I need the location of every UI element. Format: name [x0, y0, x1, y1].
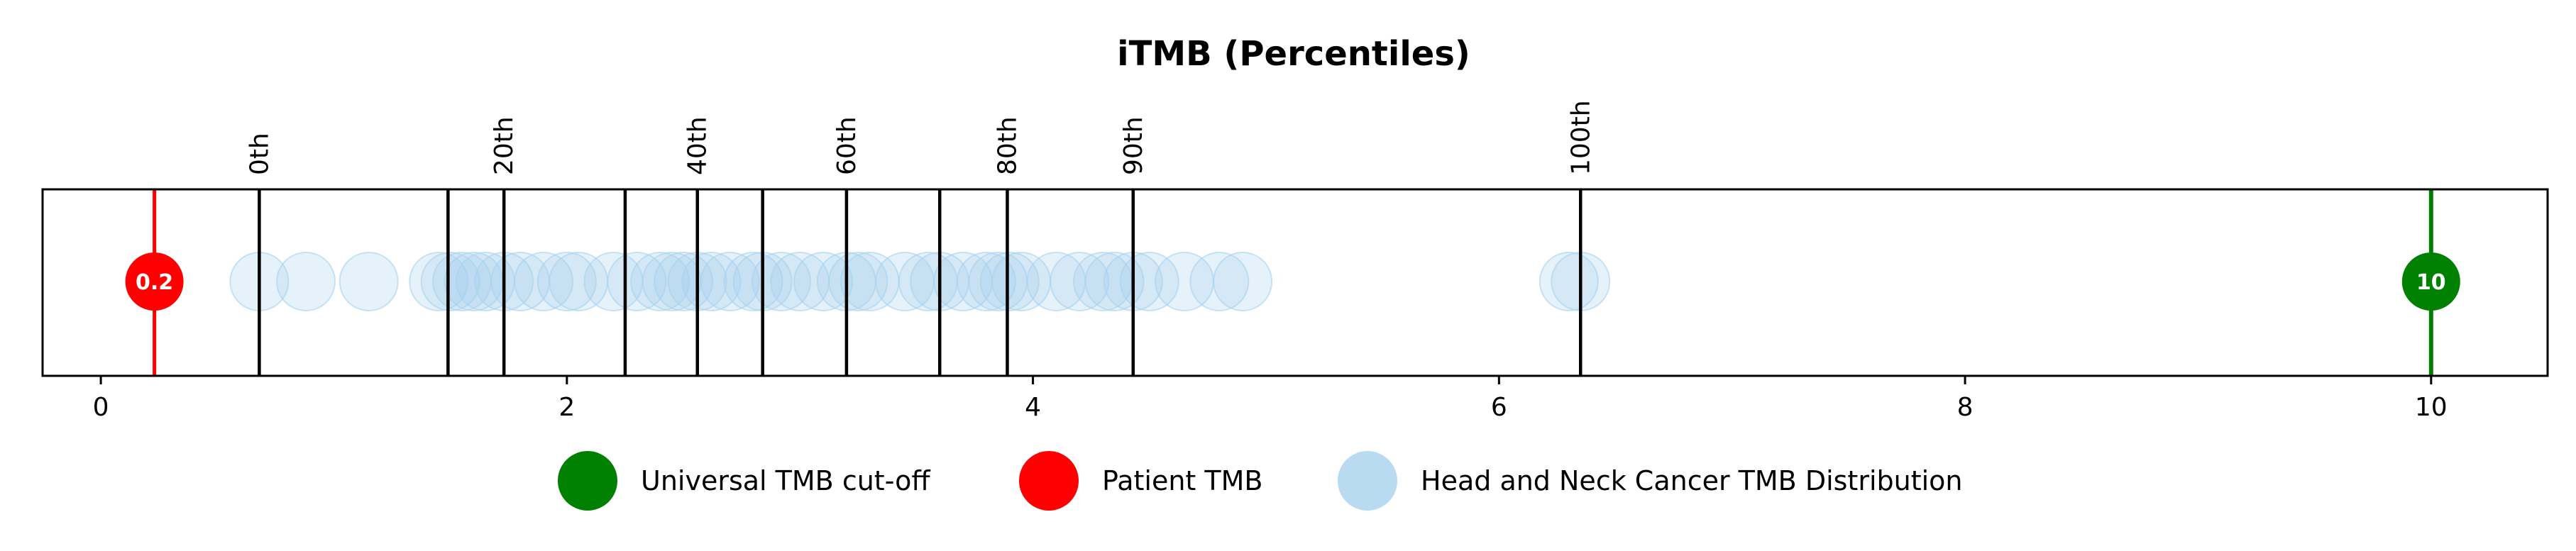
distribution-point — [1213, 252, 1273, 311]
distribution-point — [956, 252, 1016, 311]
x-tick-label: 6 — [1491, 393, 1507, 422]
distribution-point — [514, 252, 573, 311]
percentile-label: 80th — [993, 116, 1022, 175]
plot-frame — [41, 188, 2549, 377]
distribution-point — [1189, 252, 1250, 311]
x-tick-label: 4 — [1025, 393, 1041, 422]
distribution-point — [338, 252, 399, 311]
distribution-point — [1119, 252, 1179, 311]
percentile-label: 20th — [490, 116, 519, 175]
distribution-point — [793, 252, 854, 311]
distribution-point — [536, 252, 597, 311]
distribution-point — [630, 252, 690, 311]
distribution-point — [979, 252, 1040, 311]
percentile-label: 100th — [1566, 100, 1595, 175]
x-tick-label: 8 — [1957, 393, 1974, 422]
patient-marker — [125, 252, 184, 311]
cutoff-marker — [2401, 252, 2460, 311]
distribution-point — [607, 252, 667, 311]
legend-marker-cutoff — [558, 451, 617, 511]
percentile-label: 40th — [683, 116, 712, 175]
distribution-point — [276, 252, 336, 311]
chart-title: iTMB (Percentiles) — [1117, 34, 1470, 74]
legend-marker-distribution — [1338, 451, 1397, 511]
x-tick-label: 10 — [2415, 393, 2448, 422]
distribution-point — [409, 252, 469, 311]
x-axis: 0 2 4 6 8 10 — [93, 376, 2448, 422]
percentile-label: 90th — [1119, 116, 1148, 175]
distribution-point — [1539, 252, 1599, 311]
distribution-point — [723, 252, 783, 311]
distribution-point — [1084, 252, 1145, 311]
patient-value-label: 0.2 — [136, 270, 173, 295]
cutoff-value-label: 10 — [2416, 270, 2446, 295]
legend-marker-patient — [1019, 451, 1079, 511]
distribution-point — [751, 252, 811, 311]
percentile-label: 60th — [832, 116, 862, 175]
legend-label-patient: Patient TMB — [1102, 465, 1262, 496]
x-tick-label: 2 — [558, 393, 575, 422]
x-tick-label: 0 — [93, 393, 109, 422]
legend-label-distribution: Head and Neck Cancer TMB Distribution — [1421, 465, 1963, 496]
distribution-point — [1050, 252, 1110, 311]
distribution-point — [700, 252, 760, 311]
legend: Universal TMB cut-off Patient TMB Head and… — [558, 451, 1963, 511]
legend-label-cutoff: Universal TMB cut-off — [641, 465, 930, 496]
distribution-point — [420, 252, 480, 311]
percentile-label: 0th — [245, 133, 274, 175]
chart-marks: 0th 20th 40th 60th 80th 90th 100th 0.2 10 — [125, 100, 2460, 376]
distribution-point — [828, 252, 888, 311]
